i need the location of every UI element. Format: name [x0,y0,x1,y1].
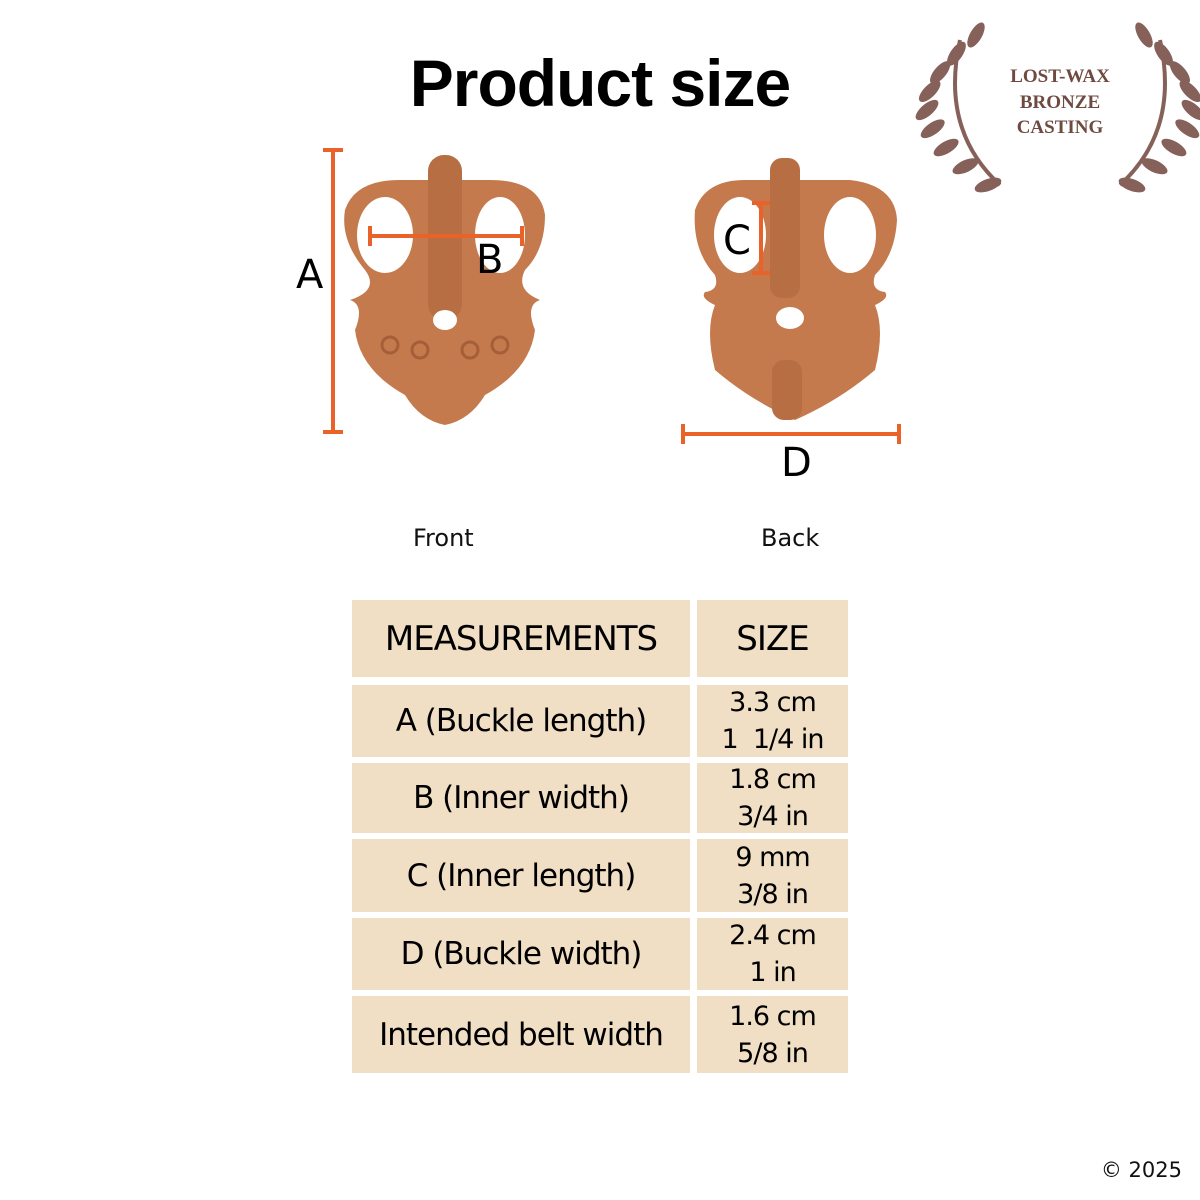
laurel-leaf [1161,138,1187,157]
laurel-leaf [967,22,985,48]
laurel-leaf [933,138,959,157]
header-measurements: MEASUREMENTS [352,600,690,677]
laurel-leaf [915,99,939,121]
size-imperial: 3/8 in [737,878,809,910]
row-size: 3.3 cm 1 1/4 in [697,685,848,757]
laurel-leaf [930,61,951,84]
dimension-label-d: D [781,440,812,486]
dimension-label-b: B [476,237,504,283]
laurel-leaf [1169,61,1190,84]
laurel-leaf [918,80,941,103]
laurel-leaf [1135,22,1153,48]
logo-line-3: CASTING [1017,117,1104,138]
row-name: B (Inner width) [352,763,690,833]
laurel-leaf [1181,99,1200,121]
size-imperial: 1 in [749,957,796,988]
size-imperial: 1 1/4 in [721,724,825,755]
front-buckle-image [344,155,545,425]
buckle-diagram [323,148,901,444]
row-size: 9 mm 3/8 in [697,839,848,912]
size-metric: 2.4 cm [729,920,817,951]
front-caption: Front [413,524,474,552]
back-buckle-image [694,158,897,420]
row-size: 2.4 cm 1 in [697,918,848,990]
row-size: 1.8 cm 3/4 in [697,763,848,833]
row-name: Intended belt width [352,996,690,1073]
dimension-label-c: C [723,218,751,264]
dimension-label-a: A [296,252,324,298]
laurel-logo: LOST-WAX BRONZE CASTING [915,22,1200,193]
page-title: Product size [409,46,791,120]
header-size: SIZE [697,600,848,677]
laurel-leaf [974,177,1002,193]
laurel-leaf [1175,119,1200,139]
row-name: A (Buckle length) [352,685,690,757]
size-metric: 9 mm [735,841,810,873]
row-size: 1.6 cm 5/8 in [697,996,848,1073]
laurel-leaf [952,158,979,175]
laurel-leaf [1141,158,1168,175]
size-metric: 1.6 cm [729,1000,817,1032]
row-name: D (Buckle width) [352,918,690,990]
laurel-leaf [947,41,966,66]
laurel-leaf [1118,177,1146,193]
size-metric: 3.3 cm [729,687,817,718]
logo-line-2: BRONZE [1020,92,1100,113]
laurel-leaf [1154,41,1173,66]
laurel-leaf [920,119,945,139]
copyright: © 2025 [1100,1158,1182,1182]
laurel-leaf [1179,80,1200,103]
back-caption: Back [761,524,820,552]
row-name: C (Inner length) [352,839,690,912]
logo-line-1: LOST-WAX [1010,66,1110,87]
dimension-lines [323,148,901,444]
size-imperial: 5/8 in [737,1037,809,1069]
size-metric: 1.8 cm [729,764,817,795]
size-imperial: 3/4 in [737,801,809,832]
